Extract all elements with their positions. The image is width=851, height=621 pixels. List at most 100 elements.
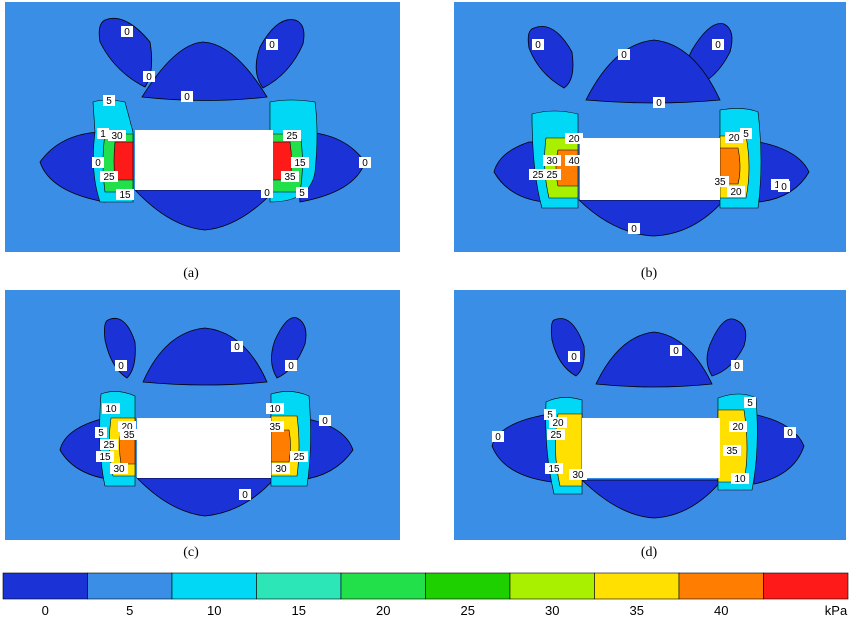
contour-label-bg: [568, 351, 580, 362]
contour-label-bg: [96, 451, 114, 462]
panel-d-top-right-lobe: [706, 318, 747, 377]
colorbar-segment: [678, 572, 764, 600]
contour-label-bg: [319, 415, 331, 426]
contour-label-bg: [239, 489, 251, 500]
panel-d-top-center-lobe: [595, 331, 713, 388]
contour-label: 0: [124, 27, 130, 38]
contour-label-bg: [261, 187, 273, 198]
contour-label: 40: [568, 156, 580, 167]
contour-label: 30: [113, 464, 125, 475]
contour-label: 15: [548, 464, 560, 475]
contour-label-bg: [108, 130, 126, 141]
contour-label-bg: [100, 439, 118, 450]
contour-label-bg: [283, 130, 301, 141]
colorbar-segment: [256, 572, 342, 600]
contour-label: 0: [781, 182, 787, 193]
contour-label-bg: [618, 49, 630, 60]
colorbar-tick-label: 35: [630, 603, 644, 618]
contour-label-bg: [95, 427, 107, 438]
colorbar-segment: [340, 572, 426, 600]
contour-label: 25: [103, 172, 115, 183]
contour-label-bg: [118, 421, 136, 432]
panel-a-left-gradient-hot: [113, 141, 134, 181]
colorbar-tick-label: 25: [461, 603, 475, 618]
contour-label-bg: [116, 189, 134, 200]
contour-label-bg: [731, 473, 749, 484]
contour-label: 20: [732, 422, 744, 433]
contour-label: 0: [234, 342, 240, 353]
colorbar-ticks: 0 5 10 15 20 25 30 35 40: [42, 603, 729, 618]
contour-label-bg: [729, 421, 747, 432]
contour-label-bg: [97, 128, 109, 139]
colorbar-segment: [425, 572, 511, 600]
contour-label-bg: [670, 345, 682, 356]
contour-label: 15: [294, 158, 306, 169]
contour-label-bg: [549, 417, 567, 428]
contour-label-bg: [545, 463, 563, 474]
panel-b-contour-labels: 0000203040252552035102000: [529, 39, 790, 235]
contour-label-bg: [712, 39, 724, 50]
contour-label: 0: [95, 158, 101, 169]
contour-label: 0: [656, 98, 662, 109]
contour-label-bg: [543, 155, 561, 166]
contour-label-bg: [272, 463, 290, 474]
contour-label: 5: [299, 188, 305, 199]
contour-label-bg: [731, 360, 743, 371]
contour-label: 35: [269, 422, 281, 433]
contour-label: 25: [550, 430, 562, 441]
colorbar-unit: kPa: [825, 603, 848, 618]
contour-label: 0: [184, 92, 190, 103]
contour-label: 0: [734, 361, 740, 372]
contour-label-bg: [532, 39, 544, 50]
contour-label-bg: [121, 26, 133, 37]
contour-label: 30: [275, 464, 287, 475]
contour-label: 0: [288, 361, 294, 372]
panel-a-top-left-lobe: [98, 17, 153, 88]
panel-c-bottom-lobe: [136, 477, 276, 517]
contour-label: 0: [362, 158, 368, 169]
contour-label-bg: [529, 169, 547, 180]
panel-b-cutout: [580, 138, 720, 200]
colorbar: [2, 572, 849, 600]
contour-label-bg: [359, 157, 371, 168]
panel-a-top-center-lobe: [141, 41, 268, 101]
contour-label: 25: [103, 440, 115, 451]
panel-c-right-gradient-hot: [270, 429, 291, 463]
contour-label-bg: [744, 397, 756, 408]
contour-label: 35: [714, 177, 726, 188]
contour-label-bg: [628, 223, 640, 234]
contour-label-bg: [120, 429, 138, 440]
contour-label: 35: [284, 172, 296, 183]
panel-b-caption: (b): [641, 266, 658, 281]
contour-label: 30: [546, 156, 558, 167]
contour-label: 0: [322, 416, 328, 427]
contour-label: 25: [546, 170, 558, 181]
contour-label-bg: [727, 186, 745, 197]
contour-label: 10: [105, 404, 117, 415]
contour-label-bg: [102, 403, 120, 414]
contour-label-bg: [725, 132, 743, 143]
colorbar-tick-label: 40: [714, 603, 728, 618]
colorbar-segment: [594, 572, 680, 600]
contour-label-bg: [290, 451, 308, 462]
contour-label: 35: [726, 446, 738, 457]
contour-label: 0: [269, 40, 275, 51]
contour-label-bg: [231, 341, 243, 352]
colorbar-tick-label: 15: [292, 603, 306, 618]
contour-label: 20: [730, 187, 742, 198]
contour-label: 20: [728, 133, 740, 144]
contour-label: 10: [734, 474, 746, 485]
contour-label-bg: [653, 97, 665, 108]
panel-c-top-right-lobe: [271, 317, 307, 379]
contour-label-bg: [740, 128, 752, 139]
contour-label-bg: [285, 360, 297, 371]
contour-label: 20: [121, 422, 133, 433]
colorbar-tick-label: 0: [42, 603, 49, 618]
colorbar-tick-label: 30: [545, 603, 559, 618]
contour-label-bg: [296, 187, 308, 198]
contour-label: 0: [264, 188, 270, 199]
colorbar-segment: [2, 572, 88, 600]
